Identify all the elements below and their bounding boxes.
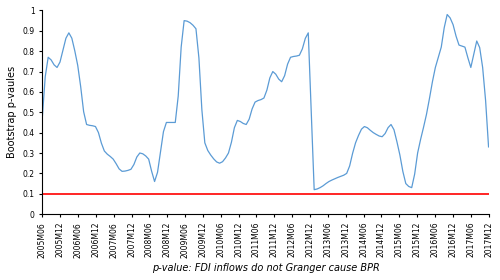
Y-axis label: Bootstrap p-vaules: Bootstrap p-vaules — [7, 66, 17, 158]
X-axis label: p-value: FDI inflows do not Granger cause BPR: p-value: FDI inflows do not Granger caus… — [152, 263, 380, 273]
